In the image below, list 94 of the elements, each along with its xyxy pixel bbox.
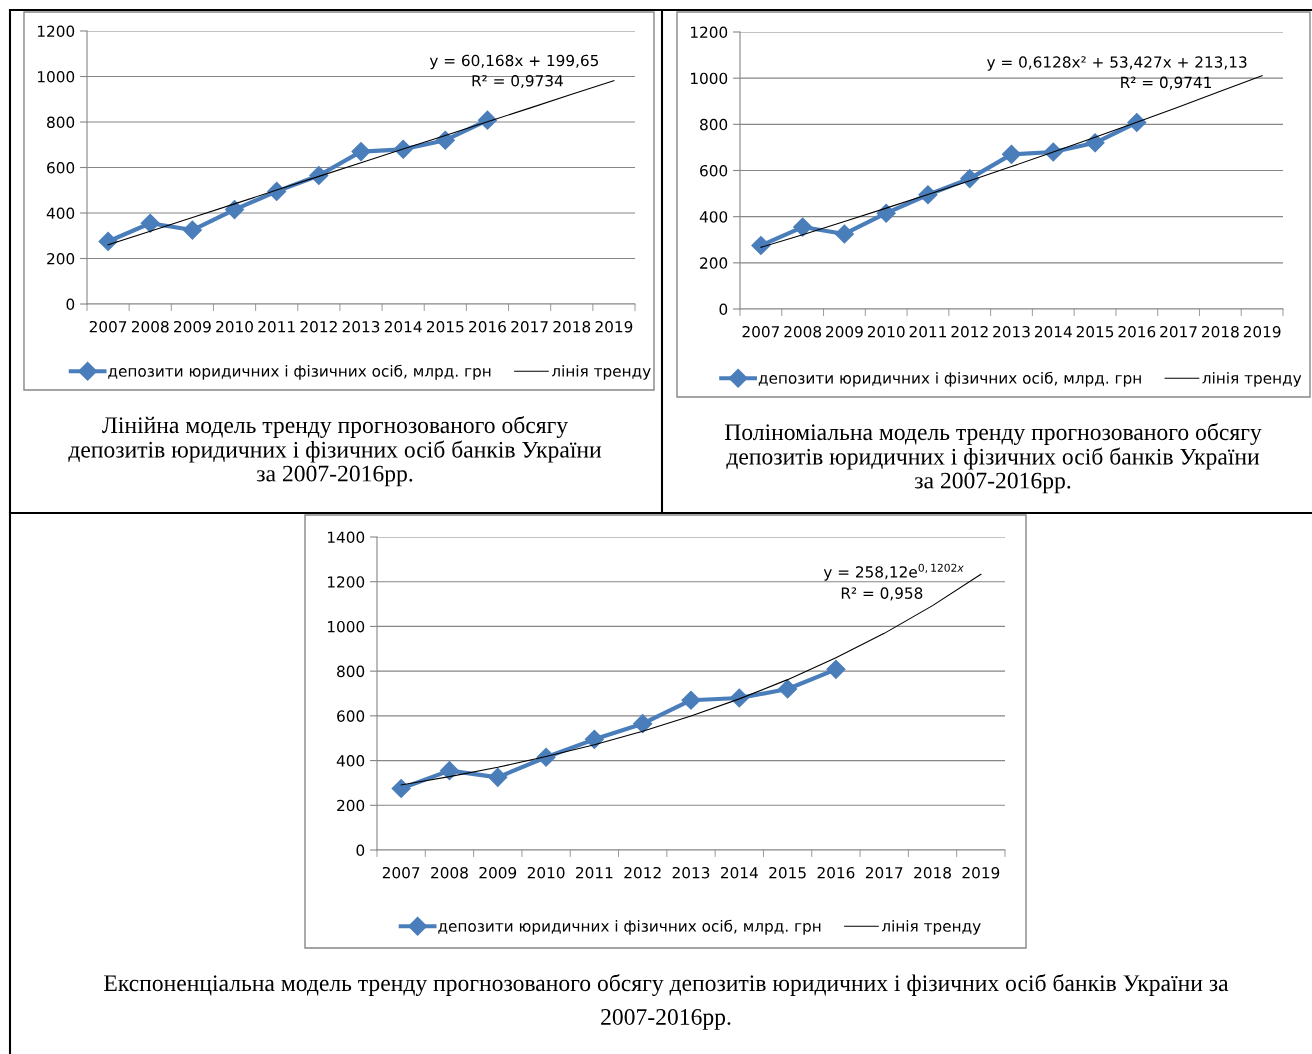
text: Експоненціальна модель тренду прогнозованого обсягу депозитів юридичних і фізичних осіб банків України за 2007-2016рр. xyxy=(104,974,1229,1030)
y-tick-label: 1200 xyxy=(327,576,365,588)
x-tick-label: 2007 xyxy=(382,866,420,879)
y-tick-label: 400 xyxy=(46,207,75,220)
point xyxy=(140,213,160,233)
y-tick-label: 200 xyxy=(47,252,75,265)
annotation: R² = 0,9741 xyxy=(1121,76,1211,90)
annotation: R² = 0,958 xyxy=(841,587,923,601)
x-tick-label: 2013 xyxy=(342,320,380,333)
legend-label: лінія тренду xyxy=(881,920,981,935)
y-tick-label: 200 xyxy=(700,257,728,269)
text: Поліноміальна модель тренду прогнозованого обсягу депозитів юридичних і фізичних осіб банків України за 2007-2016рр. xyxy=(724,423,1262,494)
y-tick-label: 800 xyxy=(47,116,75,129)
x-tick-label: 2009 xyxy=(479,866,517,879)
x-tick-label: 2009 xyxy=(174,320,211,333)
y-tick-label: 0 xyxy=(719,303,728,316)
x-tick-label: 2012 xyxy=(624,866,661,879)
point xyxy=(681,690,701,710)
x-tick-label: 2009 xyxy=(826,325,863,338)
x-tick-label: 2014 xyxy=(720,866,758,879)
x-tick-label: 2012 xyxy=(300,320,337,333)
legend-label: депозити юридичних і фізичних осіб, млрд. грн xyxy=(108,364,491,380)
y-tick-label: 1000 xyxy=(327,620,365,633)
x-tick-label: 2019 xyxy=(1243,325,1281,338)
x-tick-label: 2008 xyxy=(784,325,822,338)
x-tick-label: 2018 xyxy=(914,866,951,879)
x-tick-label: 2016 xyxy=(469,320,506,333)
x-tick-label: 2016 xyxy=(817,866,855,879)
y-tick-label: 0 xyxy=(356,844,365,857)
x-tick-label: 2014 xyxy=(1034,325,1072,338)
x-tick-label: 2011 xyxy=(909,325,946,338)
x-tick-label: 2017 xyxy=(511,320,548,333)
point xyxy=(834,224,854,244)
y-tick-label: 200 xyxy=(337,799,365,812)
x-tick-label: 2015 xyxy=(1076,325,1114,338)
x-tick-label: 2011 xyxy=(258,320,295,333)
x-tick-label: 2017 xyxy=(865,866,903,879)
point xyxy=(439,761,459,781)
y-tick-label: 1000 xyxy=(690,72,728,85)
x-tick-label: 2015 xyxy=(426,320,464,333)
point xyxy=(778,679,798,699)
y-tick-label: 800 xyxy=(700,118,728,131)
point xyxy=(182,220,202,240)
x-tick-label: 2010 xyxy=(216,320,253,333)
point xyxy=(351,142,371,162)
x-tick-label: 2011 xyxy=(576,866,613,879)
point xyxy=(98,231,118,251)
legend-label: депозити юридичних і фізичних осіб, млрд. грн xyxy=(438,919,821,935)
x-tick-label: 2013 xyxy=(993,325,1030,338)
x-tick-label: 2018 xyxy=(1202,325,1239,338)
legend-label: лінія тренду xyxy=(551,365,651,380)
annotation: R² = 0,9734 xyxy=(472,74,563,89)
point xyxy=(435,130,455,150)
x-tick-label: 2010 xyxy=(527,866,565,879)
annotation: y = 0,6128x² + 53,427x + 213,13 xyxy=(986,56,1247,71)
x-tick-label: 2007 xyxy=(89,320,127,333)
x-tick-label: 2008 xyxy=(431,866,468,879)
y-tick-label: 600 xyxy=(337,710,365,722)
annotation: y = 258,12e$^{0,1202x}$ xyxy=(823,563,964,581)
point xyxy=(826,659,846,679)
point xyxy=(584,729,604,749)
x-tick-label: 2012 xyxy=(951,325,988,338)
x-tick-label: 2019 xyxy=(962,866,1000,879)
x-tick-label: 2015 xyxy=(769,866,806,879)
x-tick-label: 2017 xyxy=(1160,325,1197,338)
y-tick-label: 1200 xyxy=(690,26,728,39)
annotation: y = 60,168x + 199,65 xyxy=(429,54,599,70)
x-tick-label: 2013 xyxy=(672,866,710,879)
point xyxy=(1085,133,1105,153)
point xyxy=(793,217,813,237)
y-tick-label: 1200 xyxy=(37,25,75,38)
y-tick-label: 0 xyxy=(66,298,75,311)
x-tick-label: 2014 xyxy=(384,320,422,333)
point xyxy=(876,203,896,223)
x-tick-label: 2007 xyxy=(742,325,780,338)
y-tick-label: 600 xyxy=(47,161,75,174)
point xyxy=(488,767,508,787)
x-tick-label: 2018 xyxy=(553,320,591,333)
point xyxy=(633,714,653,734)
legend-label: лінія тренду xyxy=(1202,372,1302,387)
legend-label: депозити юридичних і фізичних осіб, млрд. грн xyxy=(758,371,1141,387)
y-tick-label: 600 xyxy=(700,164,728,177)
x-tick-label: 2010 xyxy=(867,325,905,338)
x-tick-label: 2016 xyxy=(1118,325,1156,338)
text: Лінійна модель тренду прогнозованого обсягу депозитів юридичних і фізичних осіб банків України за 2007-2016рр. xyxy=(68,416,602,487)
x-tick-label: 2008 xyxy=(131,320,169,333)
y-tick-label: 400 xyxy=(699,211,728,223)
y-tick-label: 1000 xyxy=(37,70,75,83)
point xyxy=(391,778,411,799)
point xyxy=(1001,144,1022,164)
x-tick-label: 2019 xyxy=(595,320,633,333)
y-tick-label: 1400 xyxy=(327,531,365,544)
y-tick-label: 400 xyxy=(336,755,365,767)
y-tick-label: 800 xyxy=(337,665,365,678)
